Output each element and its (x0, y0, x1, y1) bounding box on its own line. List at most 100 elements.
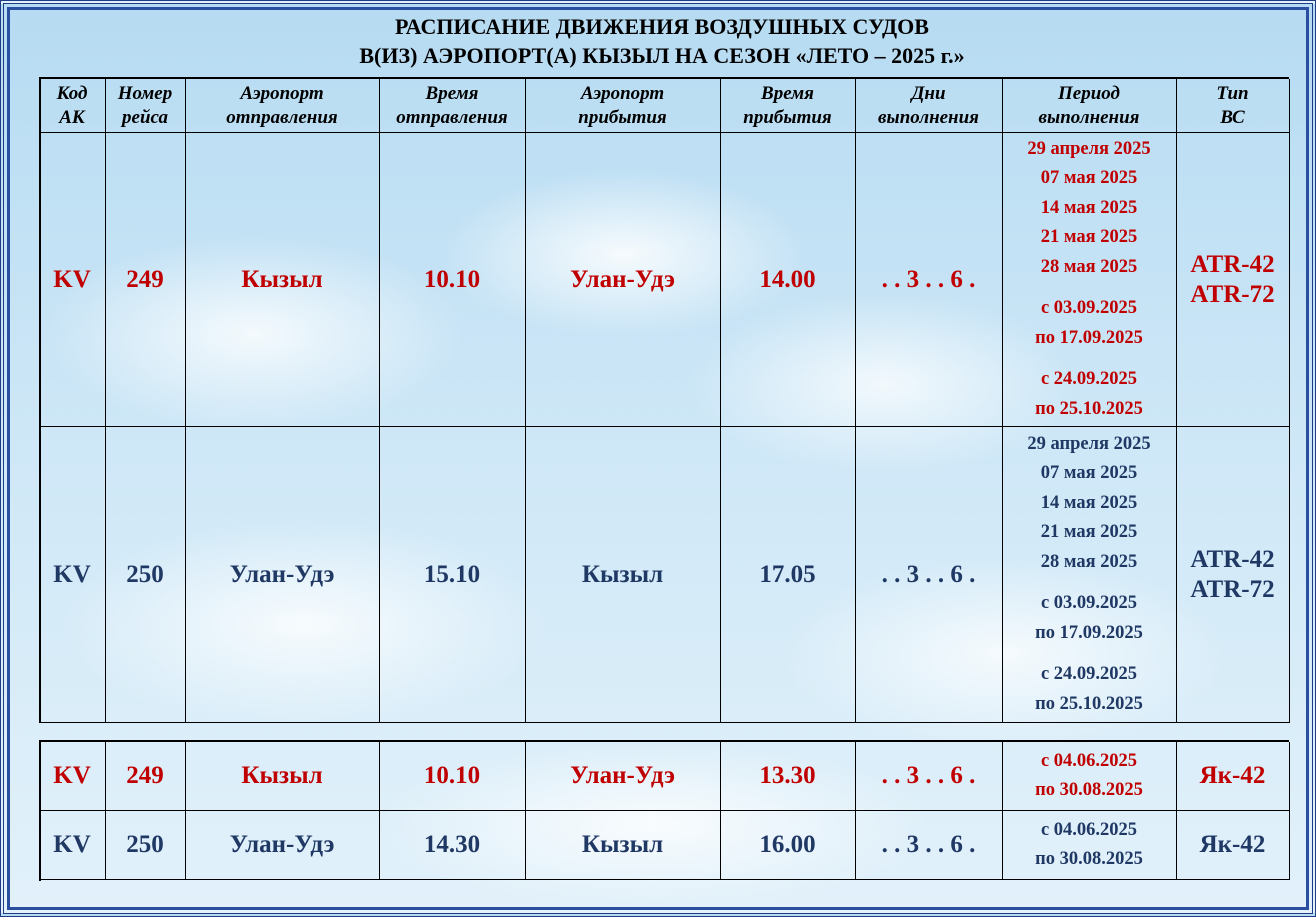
header-cell: Время отправления (379, 79, 526, 133)
header-line: Время (761, 82, 814, 104)
cell-text: 249 (126, 762, 164, 789)
title-line: РАСПИСАНИЕ ДВИЖЕНИЯ ВОЗДУШНЫХ СУДОВ (395, 14, 929, 39)
header-line: Номер (117, 82, 173, 104)
period-group: 29 апреля 2025 07 мая 2025 14 мая 2025 21 м… (1027, 135, 1150, 283)
period-cell: с 04.06.2025 по 30.08.2025 (1002, 742, 1177, 811)
header-cell: Номер рейса (105, 79, 186, 133)
period-line: с 04.06.2025 (1040, 750, 1138, 771)
aircraft-cell: Як-42 (1176, 742, 1290, 811)
header-line: Дни (911, 82, 946, 104)
header-line: отправления (226, 106, 338, 128)
cell-text: Кызыл (581, 831, 664, 858)
aircraft-line: ATR-72 (1190, 575, 1275, 603)
cell-text: 14.00 (759, 265, 816, 293)
period-line: 29 апреля 2025 (1027, 138, 1151, 159)
header-line: выполнения (878, 106, 979, 128)
header-line: Аэропорт (240, 82, 324, 104)
header-cell: Аэропорт отправления (185, 79, 380, 133)
cell-text: 250 (126, 560, 164, 588)
cell-text: KV (53, 560, 91, 588)
cell-text: . . 3 . . 6 . (881, 762, 976, 789)
cell-text: 250 (126, 831, 164, 858)
header-cell: Период выполнения (1002, 79, 1177, 133)
period-group: 29 апреля 2025 07 мая 2025 14 мая 2025 21 м… (1027, 430, 1150, 578)
table-cell: 14.00 (720, 133, 856, 427)
cell-text: 15.10 (423, 560, 481, 588)
table-cell: Кызыл (185, 133, 380, 427)
header-line: Время (425, 82, 479, 104)
cell-text: 10.10 (423, 762, 481, 789)
cell-text: Кызыл (581, 560, 664, 588)
cell-text: . . 3 . . 6 . (881, 831, 976, 858)
period-line: 07 мая 2025 (1040, 168, 1138, 189)
cell-text: 17.05 (759, 560, 816, 588)
header-cell: Дни выполнения (855, 79, 1003, 133)
table-cell: 249 (105, 742, 186, 811)
cell-text: Улан-Удэ (570, 762, 675, 789)
period-group: с 03.09.2025 по 17.09.2025 (1035, 589, 1143, 648)
table-cell: KV (39, 742, 106, 811)
period-line: с 03.09.2025 (1040, 298, 1138, 319)
aircraft-line: ATR-42 (1190, 545, 1275, 573)
table-cell: KV (39, 427, 106, 723)
period-line: с 24.09.2025 (1040, 369, 1138, 390)
cell-text: 249 (126, 265, 164, 293)
header-line: прибытия (578, 106, 667, 128)
period-line: по 30.08.2025 (1035, 780, 1143, 800)
table-cell: 17.05 (720, 427, 856, 723)
table-cell: . . 3 . . 6 . (855, 427, 1003, 723)
cell-text: Улан-Удэ (570, 265, 675, 293)
table-cell: Улан-Удэ (525, 133, 721, 427)
period-line: по 30.08.2025 (1035, 849, 1143, 869)
period-line: 07 мая 2025 (1040, 463, 1138, 484)
table-cell: Улан-Удэ (185, 427, 380, 723)
aircraft-line: ATR-42 (1190, 250, 1275, 278)
table-frame (39, 77, 1289, 723)
header-line: прибытия (743, 106, 832, 128)
period-group: с 04.06.2025 по 30.08.2025 (1035, 816, 1143, 875)
period-line: 28 мая 2025 (1040, 256, 1138, 277)
cell-text: 16.00 (759, 831, 816, 858)
period-line: с 04.06.2025 (1040, 819, 1138, 840)
header-line: Тип (1216, 82, 1249, 104)
table-cell: . . 3 . . 6 . (855, 742, 1003, 811)
period-line: 14 мая 2025 (1040, 492, 1138, 513)
header-line: Период (1058, 82, 1120, 104)
aircraft-cell: ATR-42 ATR-72 (1176, 427, 1290, 723)
period-line: по 17.09.2025 (1035, 327, 1143, 348)
table-cell: 250 (105, 811, 186, 880)
table-cell: 249 (105, 133, 186, 427)
period-group: с 24.09.2025 по 25.10.2025 (1035, 365, 1143, 424)
period-cell: 29 апреля 2025 07 мая 2025 14 мая 2025 21 м… (1002, 427, 1177, 723)
period-line: 28 мая 2025 (1040, 551, 1138, 572)
cell-text: KV (53, 265, 91, 293)
period-group: с 04.06.2025 по 30.08.2025 (1035, 747, 1143, 806)
cell-text: 10.10 (423, 265, 481, 293)
table-cell: Кызыл (525, 427, 721, 723)
aircraft-line: Як-42 (1199, 831, 1266, 858)
header-cell: Время прибытия (720, 79, 856, 133)
header-line: Код (56, 82, 88, 104)
header-line: выполнения (1038, 106, 1140, 128)
cell-text: 13.30 (759, 762, 816, 789)
aircraft-cell: Як-42 (1176, 811, 1290, 880)
period-line: 14 мая 2025 (1040, 197, 1138, 218)
table-cell: . . 3 . . 6 . (855, 133, 1003, 427)
table-cell: 10.10 (379, 133, 526, 427)
period-line: с 03.09.2025 (1040, 593, 1138, 614)
table-cell: Кызыл (185, 742, 380, 811)
header-cell: Тип ВС (1176, 79, 1290, 133)
period-cell: 29 апреля 2025 07 мая 2025 14 мая 2025 21 м… (1002, 133, 1177, 427)
table-cell: . . 3 . . 6 . (855, 811, 1003, 880)
cell-text: KV (53, 762, 91, 789)
header-line: рейса (122, 106, 168, 128)
table-cell: Кызыл (525, 811, 721, 880)
cell-text: Улан-Удэ (229, 560, 335, 588)
period-line: с 24.09.2025 (1040, 664, 1138, 685)
period-line: по 25.10.2025 (1035, 693, 1143, 714)
aircraft-cell: ATR-42 ATR-72 (1176, 133, 1290, 427)
period-group: с 03.09.2025 по 17.09.2025 (1035, 294, 1143, 353)
cell-text: Кызыл (241, 265, 323, 293)
table-cell: 14.30 (379, 811, 526, 880)
header-line: АК (59, 106, 85, 128)
